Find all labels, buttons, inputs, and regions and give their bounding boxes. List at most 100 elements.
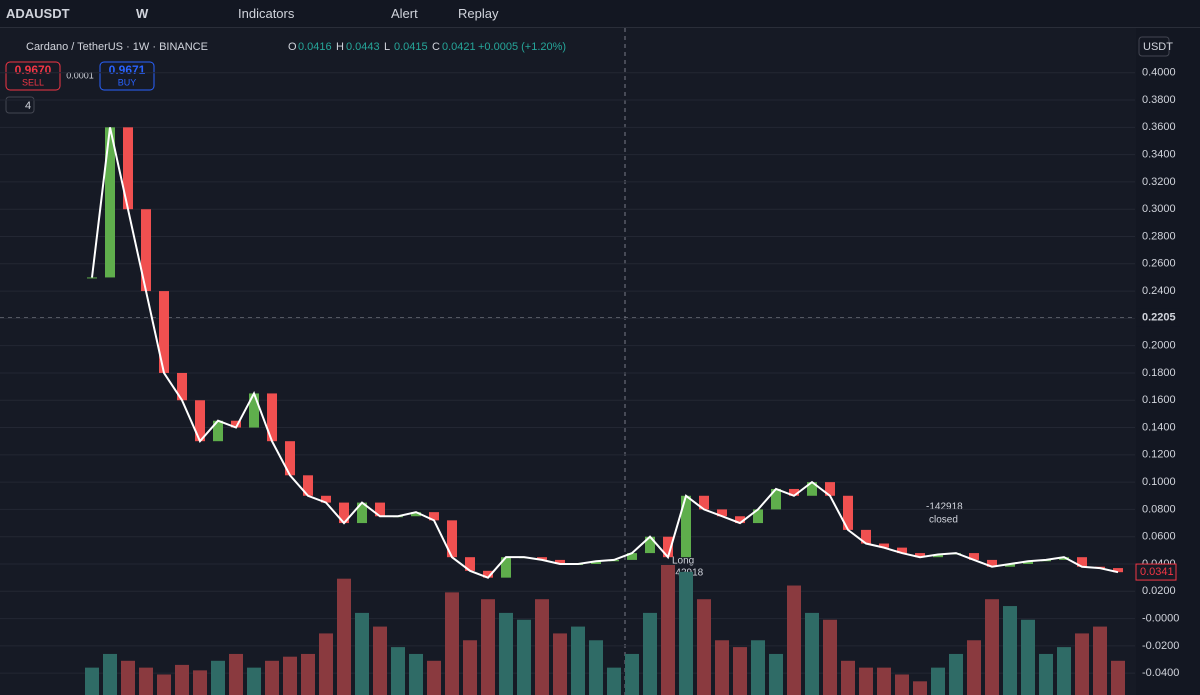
sell-box[interactable] (5, 61, 61, 91)
volume-bar (895, 674, 909, 695)
ohlc-key: L (384, 41, 390, 53)
y-tick-label: 0.0200 (1142, 585, 1176, 597)
volume-bar (85, 667, 99, 695)
candle (303, 475, 313, 496)
y-tick-label: 0.1800 (1142, 367, 1176, 379)
volume-bar (751, 640, 765, 695)
last-price-bg (1135, 563, 1177, 581)
volume-bar (859, 667, 873, 695)
volume-bar (643, 612, 657, 695)
candle (429, 512, 439, 521)
volume-bar (301, 653, 315, 695)
candle (1005, 564, 1015, 567)
candle (447, 520, 457, 558)
volume-bar (247, 667, 261, 695)
sell-price: 0.9670 (15, 63, 52, 77)
volume-bar (517, 619, 531, 695)
legend-change: +0.0005 (+1.20%) (478, 41, 566, 53)
volume-bar (355, 612, 369, 695)
spread: 0.0001 (66, 70, 94, 80)
volume-bar (769, 653, 783, 695)
volume-bar (553, 633, 567, 695)
candle (177, 372, 187, 401)
alert[interactable]: Alert (391, 6, 418, 21)
volume-bar (1111, 660, 1125, 695)
y-tick-label: 0.3400 (1142, 149, 1176, 161)
volume-bar (625, 653, 639, 695)
volume-bar (949, 653, 963, 695)
indicator-count: 4 (25, 100, 31, 112)
ohlc-key: H (336, 41, 344, 53)
y-tick-label: 0.3800 (1142, 94, 1176, 106)
candle (501, 557, 511, 578)
y-tick-label: -0.0400 (1142, 667, 1179, 679)
y-tick-label: 0.1400 (1142, 421, 1176, 433)
candle (483, 570, 493, 578)
candle (789, 488, 799, 496)
candle (555, 559, 565, 565)
volume-bar (1003, 606, 1017, 695)
volume-bar (1021, 619, 1035, 695)
price-axis (1136, 28, 1200, 695)
ohlc-value: 0.0416 (298, 41, 332, 53)
symbol[interactable]: ADAUSDT (6, 6, 70, 21)
currency-box[interactable] (1138, 36, 1170, 57)
volume-bar (805, 612, 819, 695)
candle (591, 561, 601, 565)
volume-bar (427, 660, 441, 695)
indicator-toggle[interactable] (5, 96, 35, 114)
volume-bar (877, 667, 891, 695)
crosshair-label-bg (1136, 308, 1180, 327)
candle (375, 502, 385, 517)
candle (267, 393, 277, 442)
volume-bar (571, 626, 585, 695)
volume-bar (409, 653, 423, 695)
candle (753, 509, 763, 524)
candle (357, 502, 367, 524)
candle (933, 554, 943, 558)
y-tick-label: 0.0800 (1142, 503, 1176, 515)
candle (843, 495, 853, 530)
sell-label: SELL (22, 77, 44, 87)
close-line (91, 127, 1119, 579)
volume-bar (985, 599, 999, 695)
volume-bar (139, 667, 153, 695)
candle (123, 127, 133, 210)
candle (231, 420, 241, 428)
ohlc-key: O (288, 41, 297, 53)
volume-bar (589, 640, 603, 695)
volume-bar (841, 660, 855, 695)
volume-bar (931, 667, 945, 695)
candle (717, 509, 727, 517)
candle (699, 495, 709, 510)
volume-bar (823, 619, 837, 695)
closed-label: closed (929, 515, 958, 526)
crosshair-label: 0.2205 (1142, 312, 1176, 324)
y-tick-label: 0.1600 (1142, 394, 1176, 406)
buy-box[interactable] (99, 61, 155, 91)
y-tick-label: 0.4000 (1142, 67, 1176, 79)
volume-bar (1039, 653, 1053, 695)
volume-bar (481, 599, 495, 695)
candle (249, 393, 259, 428)
y-tick-label: 0.0600 (1142, 531, 1176, 543)
y-tick-label: 0.2800 (1142, 230, 1176, 242)
volume-bar (265, 660, 279, 695)
last-price-label: 0.0341 (1140, 566, 1174, 578)
replay[interactable]: Replay (458, 6, 499, 21)
candle (915, 553, 925, 558)
volume-bar (1057, 647, 1071, 695)
indicators[interactable]: Indicators (238, 6, 295, 21)
interval[interactable]: W (136, 6, 149, 21)
candle (807, 482, 817, 496)
y-tick-label: 0.1200 (1142, 449, 1176, 461)
volume-bar (445, 592, 459, 695)
legend-ohlc: O 0.0416 H 0.0443 L 0.0415 C 0.0421 (288, 41, 476, 53)
candle (87, 277, 97, 279)
candle (1059, 557, 1069, 560)
volume-bar (319, 633, 333, 695)
candle (861, 529, 871, 544)
candle (141, 209, 151, 292)
